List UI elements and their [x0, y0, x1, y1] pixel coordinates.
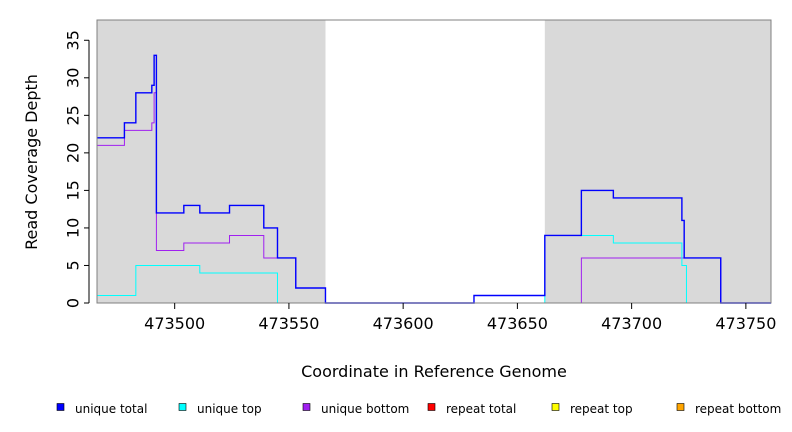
x-tick-label: 473550 [258, 314, 319, 333]
y-tick-label: 30 [64, 68, 83, 88]
legend-swatch [56, 403, 65, 411]
x-tick-label: 473500 [144, 314, 205, 333]
shaded-region-1 [97, 20, 326, 303]
y-tick-label: 10 [64, 218, 83, 238]
y-tick-label: 20 [64, 143, 83, 163]
legend-swatch [676, 403, 685, 411]
legend-label: unique total [75, 402, 147, 416]
legend-label: unique bottom [321, 402, 409, 416]
shaded-regions [97, 20, 771, 303]
legend-swatch [551, 403, 560, 411]
x-tick-label: 473650 [487, 314, 548, 333]
shaded-region-2 [544, 20, 771, 303]
x-axis-title: Coordinate in Reference Genome [301, 362, 567, 381]
legend-swatch [427, 403, 436, 411]
series-unique-total [97, 54, 771, 304]
x-tick-label: 473750 [715, 314, 776, 333]
y-tick-label: 15 [64, 180, 83, 200]
y-axis: 0 5 10 15 20 25 30 35 [64, 30, 90, 308]
legend-swatch [178, 403, 187, 411]
y-axis-title: Read Coverage Depth [22, 74, 41, 250]
y-tick-label: 35 [64, 30, 83, 50]
y-tick-label: 5 [64, 260, 83, 270]
y-tick-label: 25 [64, 105, 83, 125]
legend-swatch [302, 403, 311, 411]
plot-frame [96, 19, 772, 304]
y-tick-label: 0 [64, 298, 83, 308]
legend-label: unique top [197, 402, 262, 416]
x-axis: 473500 473550 473600 473650 473700 473750 [144, 303, 776, 333]
legend-label: repeat bottom [695, 402, 781, 416]
x-tick-label: 473600 [373, 314, 434, 333]
legend-label: repeat total [446, 402, 516, 416]
series-unique-bottom [97, 92, 771, 304]
x-tick-label: 473700 [601, 314, 662, 333]
legend-label: repeat top [570, 402, 633, 416]
legend: unique total unique top unique bottom repea… [56, 402, 781, 416]
